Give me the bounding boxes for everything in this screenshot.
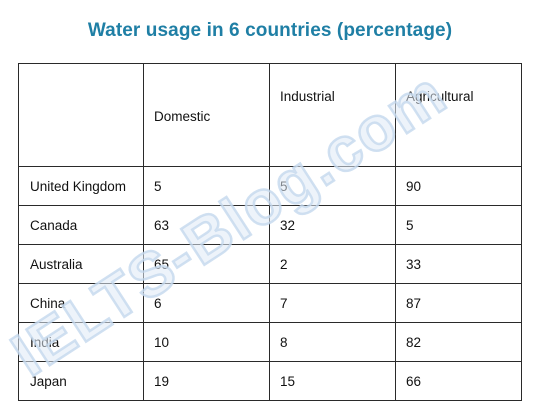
water-usage-table: Domestic Industrial Agricultural United … <box>18 63 522 401</box>
domestic-value: 5 <box>143 166 270 206</box>
table-row: India 10 8 82 <box>18 322 522 362</box>
table-row: Australia 65 2 33 <box>18 244 522 284</box>
agricultural-value: 90 <box>395 166 522 206</box>
table-row: Canada 63 32 5 <box>18 205 522 245</box>
domestic-value: 19 <box>143 361 270 401</box>
country-cell: United Kingdom <box>18 166 144 206</box>
country-cell: China <box>18 283 144 323</box>
table-row: Japan 19 15 66 <box>18 361 522 401</box>
domestic-value: 65 <box>143 244 270 284</box>
country-cell: Japan <box>18 361 144 401</box>
industrial-value: 5 <box>269 166 396 206</box>
industrial-value: 8 <box>269 322 396 362</box>
header-cell-industrial: Industrial <box>269 63 396 167</box>
agricultural-value: 87 <box>395 283 522 323</box>
header-cell-agricultural: Agricultural <box>395 63 522 167</box>
agricultural-value: 5 <box>395 205 522 245</box>
domestic-value: 63 <box>143 205 270 245</box>
domestic-value: 10 <box>143 322 270 362</box>
industrial-value: 7 <box>269 283 396 323</box>
header-cell-domestic: Domestic <box>143 63 270 167</box>
table-row: United Kingdom 5 5 90 <box>18 166 522 206</box>
chart-title: Water usage in 6 countries (percentage) <box>87 20 453 41</box>
agricultural-value: 33 <box>395 244 522 284</box>
industrial-value: 32 <box>269 205 396 245</box>
domestic-value: 6 <box>143 283 270 323</box>
country-cell: Australia <box>18 244 144 284</box>
table-row: China 6 7 87 <box>18 283 522 323</box>
header-cell-blank <box>18 63 144 167</box>
industrial-value: 15 <box>269 361 396 401</box>
header-row: Domestic Industrial Agricultural <box>18 63 522 167</box>
industrial-value: 2 <box>269 244 396 284</box>
country-cell: Canada <box>18 205 144 245</box>
country-cell: India <box>18 322 144 362</box>
agricultural-value: 82 <box>395 322 522 362</box>
agricultural-value: 66 <box>395 361 522 401</box>
